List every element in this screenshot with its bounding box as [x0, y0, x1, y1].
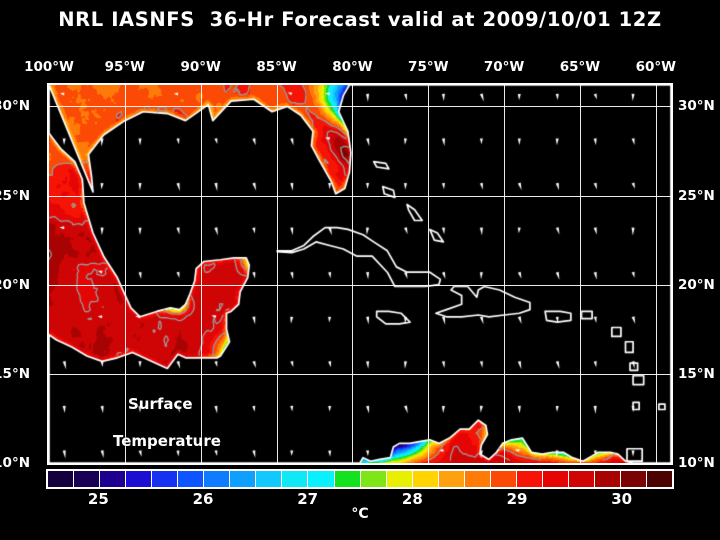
colorbar-tick-26: 26 [192, 490, 214, 508]
lat-tick-left-15n: 15°N [0, 365, 30, 382]
page-title: NRL IASNFS 36-Hr Forecast valid at 2009/… [58, 8, 662, 31]
colorbar-cell-16 [464, 471, 491, 487]
field-label-line2: Temperature [113, 432, 221, 450]
colorbar-cell-5 [178, 471, 205, 487]
lon-tick-95w: 95°W [104, 59, 146, 75]
colorbar-cell-20 [568, 471, 595, 487]
colorbar-cell-9 [282, 471, 309, 487]
lon-tick-60w: 60°W [635, 59, 677, 75]
lat-tick-right-15n: 15°N [678, 365, 715, 382]
colorbar-cell-2 [100, 471, 127, 487]
colorbar-cell-14 [412, 471, 439, 487]
lat-tick-left-25n: 25°N [0, 187, 30, 204]
lat-tick-left-20n: 20°N [0, 276, 30, 293]
field-label-line1: Surface [128, 395, 193, 413]
colorbar-cell-10 [308, 471, 335, 487]
lon-tick-65w: 65°W [559, 59, 601, 75]
colorbar-cell-0 [48, 471, 75, 487]
colorbar[interactable] [46, 469, 674, 489]
colorbar-cell-19 [542, 471, 569, 487]
colorbar-tick-29: 29 [506, 490, 528, 508]
colorbar-tick-25: 25 [87, 490, 109, 508]
colorbar-cell-6 [204, 471, 231, 487]
colorbar-cell-17 [490, 471, 517, 487]
colorbar-cell-18 [516, 471, 543, 487]
colorbar-unit-label: °C [351, 506, 369, 522]
lat-tick-right-10n: 10°N [678, 455, 715, 471]
colorbar-cell-8 [256, 471, 283, 487]
colorbar-cell-7 [230, 471, 257, 487]
colorbar-cell-15 [438, 471, 465, 487]
colorbar-cell-22 [621, 471, 648, 487]
map-plot-area[interactable]: Surface Temperature [47, 83, 673, 465]
lat-tick-right-25n: 25°N [678, 187, 715, 204]
lat-tick-left-10n: 10°N [0, 455, 30, 471]
lon-tick-70w: 70°W [483, 59, 525, 75]
colorbar-cell-23 [647, 471, 673, 487]
colorbar-cell-11 [334, 471, 361, 487]
colorbar-cell-3 [126, 471, 153, 487]
colorbar-tick-30: 30 [611, 490, 633, 508]
lat-tick-right-30n: 30°N [678, 98, 715, 115]
lat-tick-left-30n: 30°N [0, 98, 30, 115]
colorbar-tick-28: 28 [401, 490, 423, 508]
colorbar-cell-1 [74, 471, 101, 487]
colorbar-cell-4 [152, 471, 179, 487]
colorbar-cell-21 [594, 471, 622, 487]
sst-raster-canvas [49, 85, 671, 463]
lat-tick-right-20n: 20°N [678, 276, 715, 293]
lon-tick-80w: 80°W [332, 59, 373, 75]
lon-tick-90w: 90°W [180, 59, 221, 75]
colorbar-cell-12 [360, 471, 387, 487]
lon-tick-100w: 100°W [24, 59, 74, 75]
lon-tick-85w: 85°W [256, 59, 297, 75]
lon-tick-75w: 75°W [408, 59, 449, 75]
colorbar-tick-27: 27 [297, 490, 319, 508]
colorbar-cell-13 [386, 471, 413, 487]
